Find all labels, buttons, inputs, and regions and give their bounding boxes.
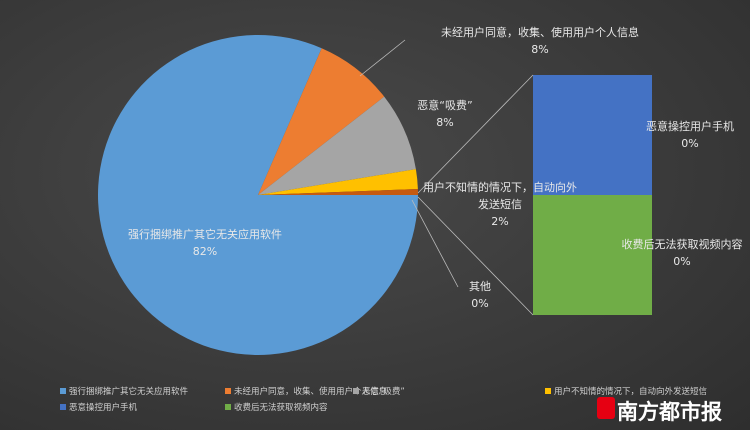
logo (597, 397, 615, 419)
watermark: 南方都市报 (617, 400, 722, 424)
label-name: 用户不知情的情况下，自动向外发送短信 (423, 181, 577, 211)
legend-text: 收费后无法获取视频内容 (234, 403, 328, 413)
label-text: 收费后无法获取视频内容 (621, 238, 743, 251)
label-value: 2% (491, 215, 509, 228)
label-name: 强行捆绑推广其它无关应用软件 (128, 228, 282, 241)
legend-item: 收费后无法获取视频内容 (225, 401, 328, 413)
legend-swatch (60, 404, 66, 410)
legend-text: 恶意“吸费” (362, 387, 405, 397)
label-name: 未经用户同意，收集、使用用户个人信息 (441, 26, 639, 39)
label-value: 82% (192, 245, 218, 258)
label-name: 其他 (469, 280, 491, 293)
legend-swatch (60, 388, 66, 394)
data-label: 用户不知情的情况下，自动向外发送短信 2% (420, 179, 580, 230)
label-value: 8% (436, 116, 454, 129)
data-label: 收费后无法获取视频内容 0% (612, 236, 750, 270)
data-label: 其他 0% (450, 278, 510, 312)
legend-text: 恶意操控用户手机 (69, 403, 138, 413)
data-label: 恶意操控用户手机 0% (640, 118, 740, 152)
label-text: 0% (673, 255, 691, 268)
label-text: 恶意操控用户手机 (646, 120, 734, 133)
pie-slice (258, 48, 385, 196)
legend-item: 恶意“吸费” (353, 385, 405, 397)
legend-text: 未经用户同意，收集、使用用户个人信息 (234, 387, 388, 397)
legend-item: 未经用户同意，收集、使用用户个人信息 (225, 385, 387, 397)
bar-segment (533, 75, 652, 195)
leader-line (411, 199, 459, 288)
data-label: 强行捆绑推广其它无关应用软件 82% (120, 226, 290, 260)
pie-slice (258, 169, 418, 195)
legend-text: 用户不知情的情况下，自动向外发送短信 (554, 387, 708, 397)
label-value: 8% (531, 43, 549, 56)
legend-swatch (353, 388, 359, 394)
leader-line (359, 39, 406, 77)
bar-segment (533, 195, 652, 315)
pie-slice (258, 96, 416, 195)
connector (417, 196, 534, 316)
legend-swatch (545, 388, 551, 394)
pie-slice (258, 189, 418, 195)
label-name: 恶意“吸费” (417, 99, 473, 112)
data-label: 恶意“吸费” 8% (400, 97, 490, 131)
legend-swatch (225, 404, 231, 410)
connector (417, 74, 534, 194)
label-value: 0% (471, 297, 489, 310)
legend-text: 强行捆绑推广其它无关应用软件 (69, 387, 189, 397)
legend-item: 用户不知情的情况下，自动向外发送短信 (545, 385, 707, 397)
legend-swatch (225, 388, 231, 394)
data-label: 未经用户同意，收集、使用用户个人信息 8% (420, 24, 660, 58)
legend-item: 强行捆绑推广其它无关应用软件 (60, 385, 188, 397)
legend-item: 恶意操控用户手机 (60, 401, 137, 413)
label-text: 0% (681, 137, 699, 150)
